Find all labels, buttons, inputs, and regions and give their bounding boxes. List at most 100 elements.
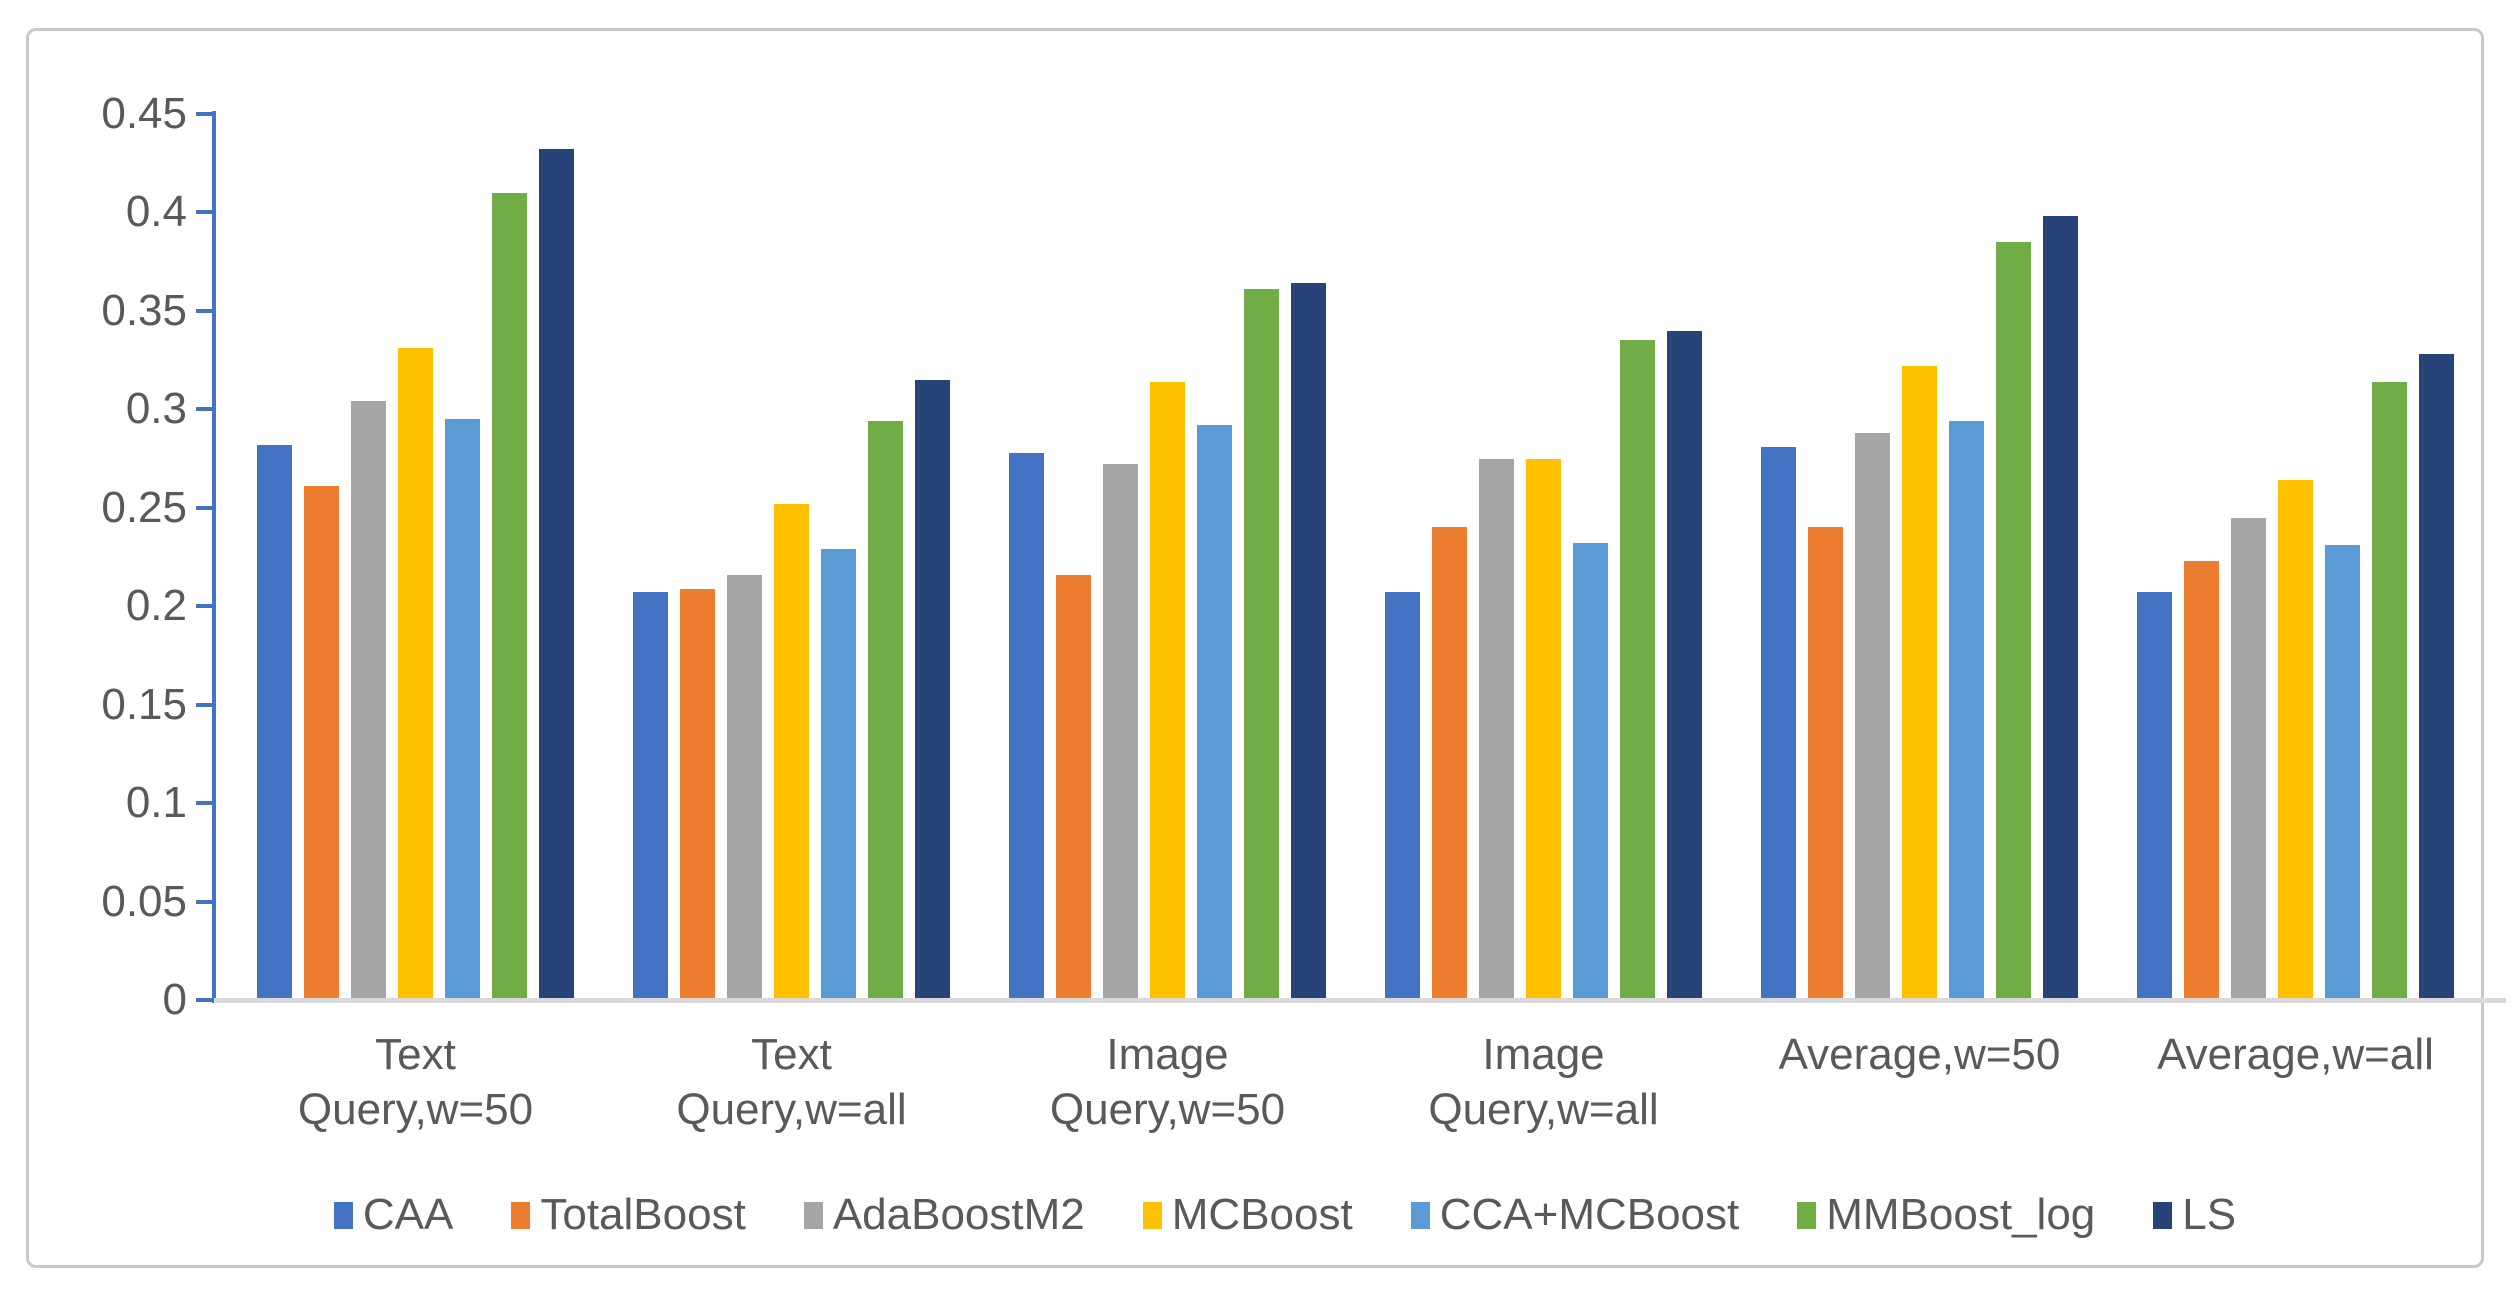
bar-MMBoost_log-group4 bbox=[1620, 340, 1655, 1000]
bar-CAA-group2 bbox=[633, 592, 668, 1000]
legend-item-CAA: CAA bbox=[333, 1190, 454, 1239]
chart-frame: 0 0.05 0.1 0.15 0.2 0.25 0.3 0.35 0.4 0.45 Text Qu… bbox=[26, 28, 2506, 1268]
legend-item-MCBoost: MCBoost bbox=[1142, 1191, 1353, 1239]
bar-AdaBoostM2-group6 bbox=[2231, 518, 2266, 1000]
y-tick-mark-0.1 bbox=[196, 801, 212, 806]
bar-MCBoost-group4 bbox=[1526, 459, 1561, 1000]
x-label-line: Query,w=50 bbox=[297, 1085, 534, 1134]
x-axis-baseline bbox=[214, 998, 2506, 1003]
legend-label: LS bbox=[2182, 1190, 2237, 1239]
bar-MMBoost_log-group5 bbox=[1996, 242, 2031, 1000]
bar-TotalBoost-group2 bbox=[680, 589, 715, 1000]
legend-swatch-icon bbox=[2153, 1201, 2173, 1229]
legend-swatch-icon bbox=[803, 1201, 823, 1229]
x-label-line: Text bbox=[375, 1030, 456, 1079]
bar-CAA-group1 bbox=[257, 445, 292, 1000]
bar-AdaBoostM2-group5 bbox=[1855, 433, 1890, 1000]
x-label-line: Image bbox=[1106, 1030, 1229, 1079]
x-label-Average,w=50: Average,w=50 bbox=[1700, 1027, 2140, 1082]
legend-swatch-icon bbox=[511, 1201, 531, 1229]
bar-MMBoost_log-group1 bbox=[492, 193, 527, 1000]
x-label-Image Query,w=all: Image Query,w=all bbox=[1324, 1027, 1764, 1137]
bar-MMBoost_log-group6 bbox=[2372, 382, 2407, 1000]
bar-MCBoost-group5 bbox=[1902, 366, 1937, 1000]
bar-LS-group2 bbox=[915, 380, 950, 1000]
bar-MCBoost-group2 bbox=[774, 504, 809, 1000]
bar-LS-group6 bbox=[2419, 354, 2454, 1000]
x-label-Text Query,w=all: Text Query,w=all bbox=[572, 1027, 1012, 1137]
x-label-Text Query,w=50: Text Query,w=50 bbox=[196, 1027, 636, 1137]
legend-label: CAA bbox=[362, 1190, 454, 1239]
bar-MCBoost-group3 bbox=[1150, 382, 1185, 1000]
y-tick-label-0.15: 0.15 bbox=[101, 679, 187, 729]
bar-LS-group5 bbox=[2043, 216, 2078, 1000]
bar-AdaBoostM2-group4 bbox=[1479, 459, 1514, 1000]
bar-AdaBoostM2-group1 bbox=[351, 401, 386, 1000]
bar-CAA-group6 bbox=[2137, 592, 2172, 1000]
bar-CCA+MCBoost-group2 bbox=[821, 549, 856, 1000]
x-label-line: Query,w=all bbox=[1428, 1085, 1659, 1134]
y-tick-label-0.45: 0.45 bbox=[101, 89, 187, 138]
legend-swatch-icon bbox=[333, 1201, 353, 1229]
bar-MMBoost_log-group2 bbox=[868, 421, 903, 1000]
bar-MCBoost-group1 bbox=[398, 348, 433, 1000]
y-tick-mark-0.25 bbox=[196, 505, 212, 510]
bar-CCA+MCBoost-group1 bbox=[445, 419, 480, 1000]
y-tick-label-0.3: 0.3 bbox=[125, 384, 187, 434]
bar-TotalBoost-group4 bbox=[1432, 527, 1467, 1000]
y-tick-label-0.05: 0.05 bbox=[101, 876, 187, 926]
x-label-line: Average,w=all bbox=[2157, 1030, 2434, 1079]
y-tick-mark-0.05 bbox=[196, 899, 212, 904]
bar-TotalBoost-group1 bbox=[304, 486, 339, 1000]
legend-label: CCA+MCBoost bbox=[1439, 1190, 1740, 1239]
bar-CAA-group3 bbox=[1009, 453, 1044, 1000]
bar-MCBoost-group6 bbox=[2278, 480, 2313, 1000]
bar-CAA-group5 bbox=[1761, 447, 1796, 1000]
bar-TotalBoost-group5 bbox=[1808, 527, 1843, 1000]
bar-CCA+MCBoost-group3 bbox=[1197, 425, 1232, 1000]
bar-CCA+MCBoost-group5 bbox=[1949, 421, 1984, 1000]
legend-item-TotalBoost: TotalBoost bbox=[511, 1190, 746, 1239]
bar-CAA-group4 bbox=[1385, 592, 1420, 1000]
bar-CCA+MCBoost-group4 bbox=[1573, 543, 1608, 1000]
bar-MMBoost_log-group3 bbox=[1244, 289, 1279, 1000]
y-tick-mark-0.2 bbox=[196, 604, 212, 609]
y-tick-label-0.25: 0.25 bbox=[101, 482, 187, 532]
bar-TotalBoost-group6 bbox=[2184, 561, 2219, 1000]
y-tick-mark-0.3 bbox=[196, 407, 212, 412]
legend-label: MMBoost_log bbox=[1826, 1190, 2096, 1239]
bar-LS-group4 bbox=[1667, 331, 1702, 1000]
y-tick-mark-0 bbox=[196, 998, 212, 1002]
bar-LS-group1 bbox=[539, 149, 574, 1000]
y-tick-label-0.2: 0.2 bbox=[125, 581, 187, 631]
y-axis-line bbox=[212, 111, 216, 1003]
bar-LS-group3 bbox=[1291, 283, 1326, 1000]
y-tick-label-0.35: 0.35 bbox=[101, 285, 187, 335]
bar-AdaBoostM2-group2 bbox=[727, 575, 762, 1000]
legend-item-LS: LS bbox=[2153, 1191, 2236, 1239]
x-label-line: Image bbox=[1482, 1030, 1605, 1079]
x-label-line: Query,w=all bbox=[676, 1085, 907, 1134]
legend-label: AdaBoostM2 bbox=[832, 1190, 1085, 1239]
y-tick-label-0.4: 0.4 bbox=[125, 187, 187, 237]
y-tick-label-0.1: 0.1 bbox=[125, 778, 187, 828]
x-label-line: Average,w=50 bbox=[1778, 1030, 2061, 1079]
legend-item-CCA+MCBoost: CCA+MCBoost bbox=[1410, 1190, 1740, 1239]
x-label-line: Query,w=50 bbox=[1049, 1085, 1286, 1134]
bar-CCA+MCBoost-group6 bbox=[2325, 545, 2360, 1000]
x-label-line: Text bbox=[751, 1030, 832, 1079]
y-tick-mark-0.15 bbox=[196, 702, 212, 707]
y-tick-mark-0.4 bbox=[196, 210, 212, 215]
x-label-Average,w=all: Average,w=all bbox=[2076, 1027, 2512, 1082]
legend-label: TotalBoost bbox=[540, 1190, 746, 1239]
legend-item-MMBoost_log: MMBoost_log bbox=[1797, 1191, 2095, 1239]
x-label-Image Query,w=50: Image Query,w=50 bbox=[948, 1027, 1388, 1137]
plot-area bbox=[214, 114, 2504, 1000]
legend-swatch-icon bbox=[1410, 1201, 1430, 1229]
bar-TotalBoost-group3 bbox=[1056, 575, 1091, 1000]
bar-AdaBoostM2-group3 bbox=[1103, 464, 1138, 1000]
legend: CAA TotalBoost AdaBoostM2 MCBoost CCA+MCBoos… bbox=[29, 1191, 2512, 1239]
y-tick-mark-0.35 bbox=[196, 308, 212, 313]
legend-item-AdaBoostM2: AdaBoostM2 bbox=[803, 1190, 1085, 1239]
legend-swatch-icon bbox=[1142, 1201, 1162, 1229]
